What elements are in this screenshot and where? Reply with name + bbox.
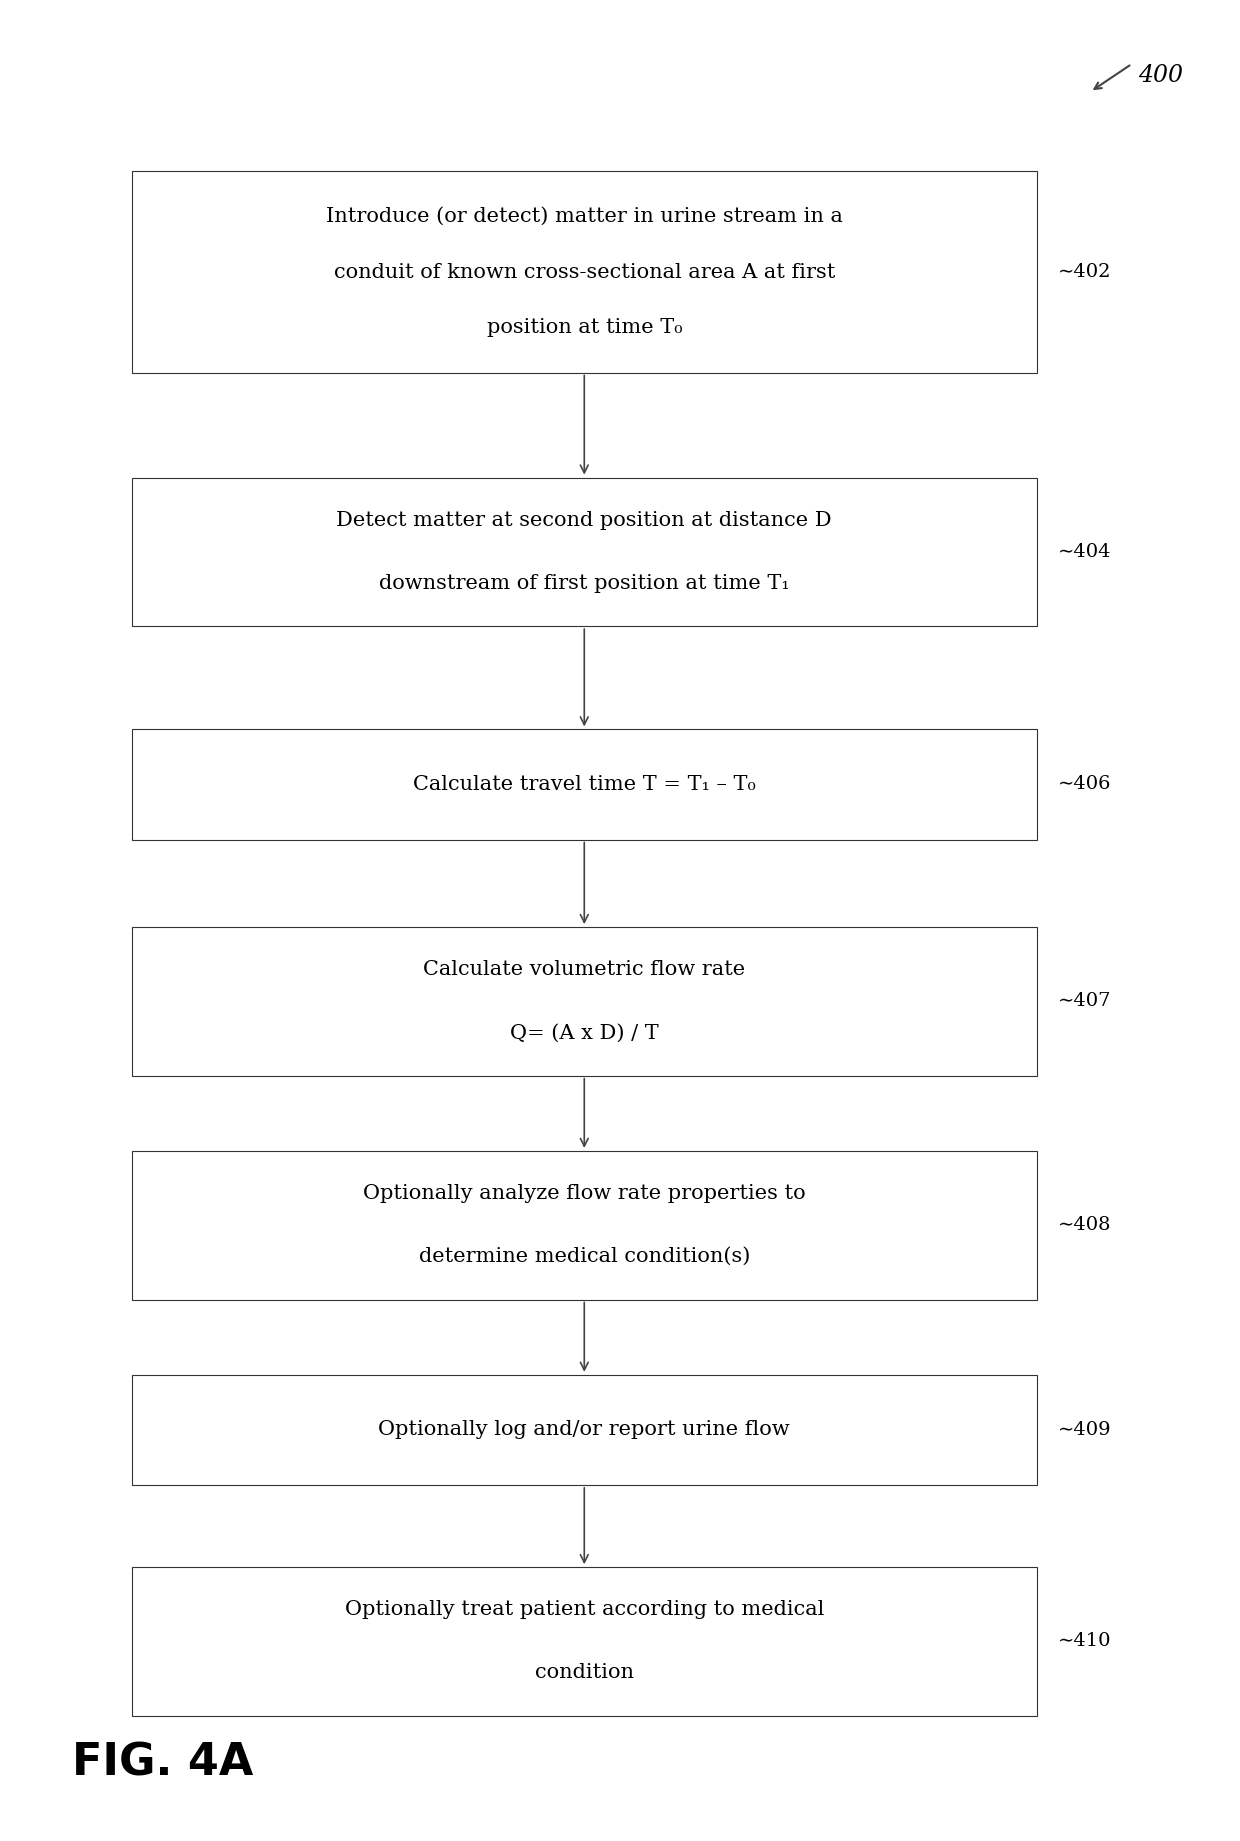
Text: ∼410: ∼410 — [1058, 1633, 1111, 1650]
Text: Optionally analyze flow rate properties to: Optionally analyze flow rate properties … — [363, 1184, 806, 1204]
Text: determine medical condition(s): determine medical condition(s) — [419, 1246, 750, 1267]
FancyBboxPatch shape — [131, 1567, 1037, 1716]
Text: ∼406: ∼406 — [1058, 775, 1111, 793]
FancyBboxPatch shape — [131, 1151, 1037, 1300]
Text: Optionally treat patient according to medical: Optionally treat patient according to me… — [345, 1600, 823, 1620]
Text: ∼409: ∼409 — [1058, 1421, 1112, 1440]
FancyBboxPatch shape — [131, 1375, 1037, 1486]
Text: Calculate volumetric flow rate: Calculate volumetric flow rate — [423, 961, 745, 979]
FancyBboxPatch shape — [131, 729, 1037, 839]
Text: Q= (A x D) / T: Q= (A x D) / T — [510, 1024, 658, 1042]
Text: ∼402: ∼402 — [1058, 263, 1111, 282]
Text: ∼404: ∼404 — [1058, 543, 1111, 562]
Text: ∼408: ∼408 — [1058, 1217, 1111, 1233]
Text: Introduce (or detect) matter in urine stream in a: Introduce (or detect) matter in urine st… — [326, 206, 843, 226]
Text: Optionally log and/or report urine flow: Optionally log and/or report urine flow — [378, 1419, 790, 1440]
Text: Detect matter at second position at distance D: Detect matter at second position at dist… — [336, 510, 832, 530]
FancyBboxPatch shape — [131, 928, 1037, 1075]
Text: condition: condition — [534, 1664, 634, 1683]
Text: Calculate travel time T = T₁ – T₀: Calculate travel time T = T₁ – T₀ — [413, 775, 755, 793]
Text: conduit of known cross-sectional area A at first: conduit of known cross-sectional area A … — [334, 263, 835, 282]
Text: ∼407: ∼407 — [1058, 992, 1111, 1011]
Text: downstream of first position at time T₁: downstream of first position at time T₁ — [379, 574, 790, 593]
Text: FIG. 4A: FIG. 4A — [72, 1742, 254, 1784]
Text: 400: 400 — [1138, 64, 1183, 87]
FancyBboxPatch shape — [131, 477, 1037, 626]
FancyBboxPatch shape — [131, 171, 1037, 372]
Text: position at time T₀: position at time T₀ — [486, 318, 682, 337]
